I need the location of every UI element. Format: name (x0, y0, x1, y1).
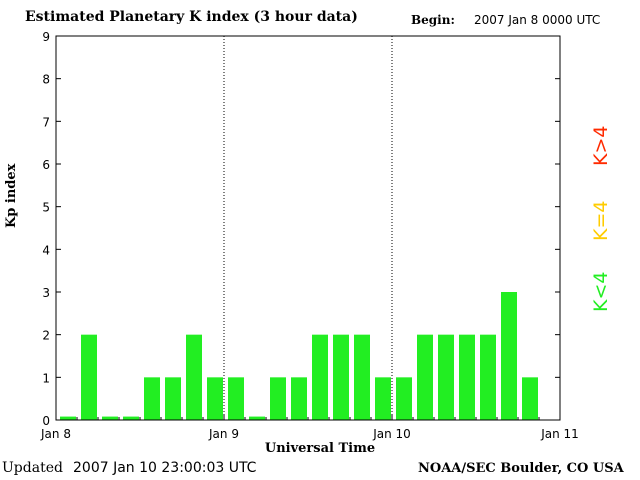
legend-k-above-4: K>4 (590, 125, 612, 166)
y-tick-label: 8 (42, 73, 50, 87)
updated-label: Updated (2, 460, 63, 476)
x-tick-label: Jan 10 (372, 427, 411, 441)
kp-bar (186, 334, 202, 420)
y-tick-label: 5 (42, 201, 50, 215)
kp-bar (375, 377, 391, 420)
legend-k-below-4: K<4 (590, 271, 612, 312)
kp-bar (165, 377, 181, 420)
kp-bar (333, 334, 349, 420)
y-tick-label: 2 (42, 329, 50, 343)
updated-value: 2007 Jan 10 23:00:03 UTC (73, 460, 257, 476)
kp-bar (480, 334, 496, 420)
kp-bar (354, 334, 370, 420)
y-axis-ticks: 0 1 2 3 4 5 6 7 8 9 (42, 30, 560, 428)
y-axis-label: Kp index (4, 163, 19, 228)
kp-bar (249, 416, 265, 420)
chart-title: Estimated Planetary K index (3 hour data… (25, 9, 358, 25)
x-tick-label: Jan 9 (208, 427, 239, 441)
kp-bar (291, 377, 307, 420)
y-tick-label: 1 (42, 371, 50, 385)
kp-bar (81, 334, 97, 420)
kp-bar (459, 334, 475, 420)
kp-bar (207, 377, 223, 420)
kp-bar (60, 416, 76, 420)
kp-bar (228, 377, 244, 420)
x-tick-label: Jan 11 (540, 427, 579, 441)
kp-bar (123, 416, 139, 420)
y-tick-label: 0 (42, 414, 50, 428)
kp-bar (144, 377, 160, 420)
x-tick-label: Jan 8 (40, 427, 71, 441)
kp-bar (102, 416, 118, 420)
kp-bar (396, 377, 412, 420)
source-credit: NOAA/SEC Boulder, CO USA (418, 461, 624, 476)
day-boundary-gridlines (223, 36, 393, 420)
y-tick-label: 9 (42, 30, 50, 44)
kp-bar (438, 334, 454, 420)
y-tick-label: 4 (42, 243, 50, 257)
x-axis-ticks: Jan 8 Jan 9 Jan 10 Jan 11 (40, 414, 579, 441)
x-axis-label: Universal Time (264, 441, 376, 456)
kp-bar (501, 292, 517, 420)
kp-bar (270, 377, 286, 420)
begin-label: Begin: (411, 13, 455, 27)
legend-k-equals-4: K=4 (590, 200, 612, 241)
kp-bars (60, 292, 538, 420)
y-tick-label: 3 (42, 286, 50, 300)
kp-bar (522, 377, 538, 420)
kp-bar (312, 334, 328, 420)
y-tick-label: 7 (42, 115, 50, 129)
y-tick-label: 6 (42, 158, 50, 172)
kp-bar (417, 334, 433, 420)
begin-value: 2007 Jan 8 0000 UTC (474, 13, 601, 27)
